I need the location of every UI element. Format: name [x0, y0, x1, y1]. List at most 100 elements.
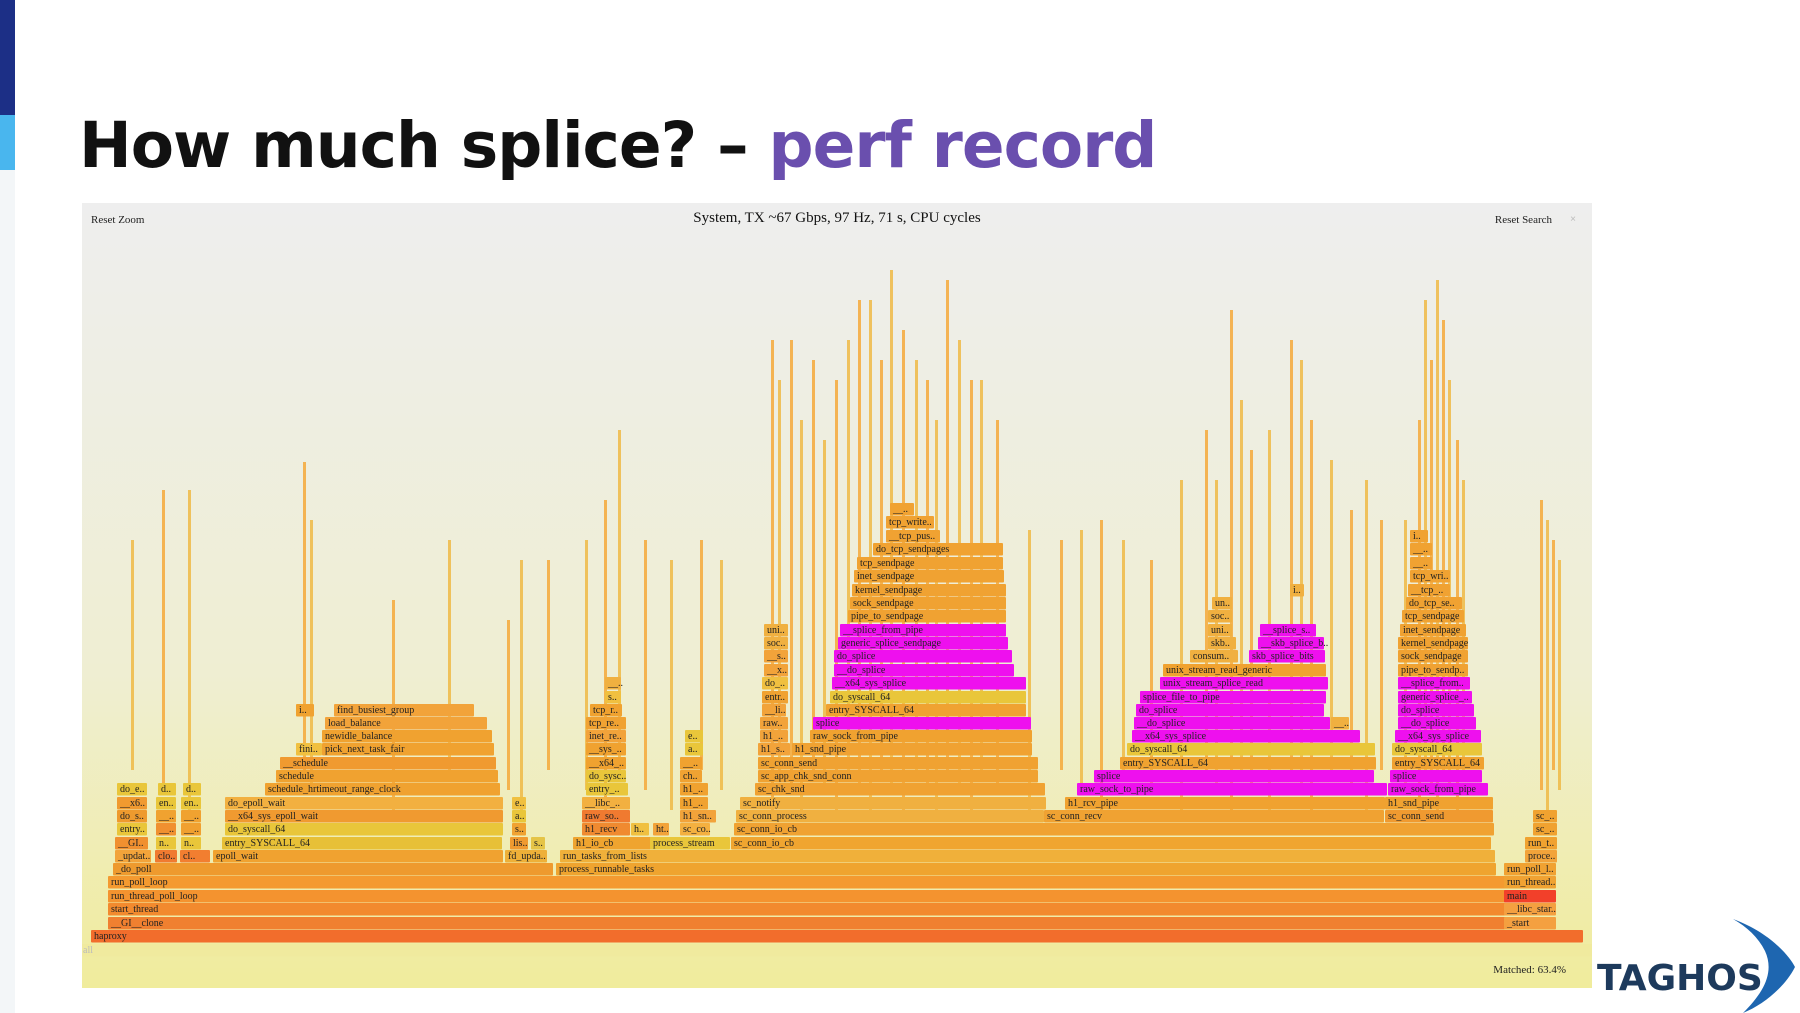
flame-frame[interactable]: raw..	[760, 717, 788, 730]
flame-frame[interactable]: n..	[181, 837, 201, 850]
flame-frame[interactable]: i..	[1290, 584, 1304, 597]
flame-frame[interactable]: sc_chk_snd	[755, 783, 1045, 796]
flame-frame[interactable]: __sys_..	[586, 743, 626, 756]
close-icon[interactable]: ×	[1570, 214, 1576, 225]
flame-frame[interactable]: sc_conn_recv	[1044, 810, 1384, 823]
flame-frame[interactable]: schedule	[276, 770, 498, 783]
flame-frame[interactable]: do_splice	[1398, 704, 1474, 717]
flame-frame[interactable]: __splice_from_pipe	[840, 624, 1006, 637]
flame-frame[interactable]: raw_sock_to_pipe	[1077, 783, 1387, 796]
flame-frame[interactable]: unix_stream_read_generic	[1163, 664, 1326, 677]
flame-frame[interactable]: entry_SYSCALL_64	[1392, 757, 1484, 770]
flame-frame[interactable]: h1_io_cb	[573, 837, 651, 850]
flame-frame[interactable]: en..	[181, 797, 201, 810]
flame-frame[interactable]: all	[82, 944, 1592, 957]
flame-frame[interactable]: kernel_sendpage	[852, 584, 1006, 597]
flame-frame[interactable]: do_syscall_64	[1127, 743, 1375, 756]
flame-frame[interactable]: do_epoll_wait	[225, 797, 503, 810]
flame-frame[interactable]: consum..	[1190, 650, 1238, 663]
flame-frame[interactable]: tcp_re..	[586, 717, 626, 730]
flame-frame[interactable]: __..	[1410, 557, 1432, 570]
flame-frame[interactable]: pick_next_task_fair	[322, 743, 494, 756]
flame-frame[interactable]: h1_s..	[758, 743, 790, 756]
flame-frame[interactable]: _do_poll	[113, 863, 553, 876]
flame-frame[interactable]: entry_SYSCALL_64	[1120, 757, 1376, 770]
flame-frame[interactable]: do_syscall_64	[225, 823, 503, 836]
flame-frame[interactable]: generic_splice_..	[1398, 691, 1472, 704]
flame-frame[interactable]: raw_sock_from_pipe	[1388, 783, 1488, 796]
flame-frame[interactable]: __GI__clone	[108, 917, 1508, 930]
flame-frame[interactable]: inet_sendpage	[1400, 624, 1466, 637]
flame-frame[interactable]: h1_sn..	[680, 810, 716, 823]
flame-frame[interactable]: __x64_sys_splice	[832, 677, 1026, 690]
flame-frame[interactable]: __x64_sys_splice	[1395, 730, 1481, 743]
flame-frame[interactable]: a..	[685, 743, 703, 756]
flame-frame[interactable]: ch..	[680, 770, 702, 783]
flame-frame[interactable]: clo..	[155, 850, 177, 863]
flame-frame[interactable]: sc_conn_io_cb	[734, 823, 1494, 836]
flame-frame[interactable]: do_s..	[117, 810, 147, 823]
flame-frame[interactable]: kernel_sendpage	[1398, 637, 1469, 650]
flame-frame[interactable]: run_poll_l..	[1504, 863, 1556, 876]
flame-frame[interactable]: sc_co..	[680, 823, 711, 836]
flame-frame[interactable]: sc_notify	[740, 797, 1046, 810]
flame-frame[interactable]: skb_splice_bits	[1249, 650, 1325, 663]
flame-frame[interactable]: __..	[1331, 717, 1349, 730]
flame-frame[interactable]: proce..	[1525, 850, 1557, 863]
flame-frame[interactable]: main	[1504, 890, 1556, 903]
flame-frame[interactable]: uni..	[1208, 624, 1232, 637]
flame-frame[interactable]: do_e..	[117, 783, 147, 796]
flame-frame[interactable]: __do_splice	[834, 664, 1014, 677]
flame-frame[interactable]: h1_..	[760, 730, 788, 743]
flame-frame[interactable]: __schedule	[280, 757, 496, 770]
flame-frame[interactable]: run_tasks_from_lists	[560, 850, 1495, 863]
flame-frame[interactable]: __tcp_..	[1408, 584, 1450, 597]
flame-frame[interactable]: __libc_star..	[1504, 903, 1556, 916]
flame-frame[interactable]: run_t..	[1525, 837, 1557, 850]
flame-frame[interactable]: __..	[181, 823, 201, 836]
flame-frame[interactable]: inet_re..	[586, 730, 626, 743]
flame-frame[interactable]: s..	[531, 837, 545, 850]
flame-frame[interactable]: epoll_wait	[213, 850, 503, 863]
flame-frame[interactable]: __x..	[764, 664, 788, 677]
flame-frame[interactable]: do_syscall_64	[1392, 743, 1482, 756]
flame-frame[interactable]: haproxy	[91, 930, 1583, 943]
flame-frame[interactable]: h..	[631, 823, 649, 836]
flame-frame[interactable]: __..	[890, 503, 914, 516]
flame-frame[interactable]: entry..	[117, 823, 147, 836]
flame-frame[interactable]: start_thread	[108, 903, 1508, 916]
flame-frame[interactable]: run_poll_loop	[108, 876, 1508, 889]
flame-frame[interactable]: tcp_r..	[590, 704, 622, 717]
flame-frame[interactable]: entr..	[762, 691, 788, 704]
flame-frame[interactable]: s..	[512, 823, 526, 836]
flame-frame[interactable]: tcp_wri..	[1410, 570, 1450, 583]
flame-frame[interactable]: __skb_splice_b..	[1258, 637, 1328, 650]
flame-frame[interactable]: splice	[813, 717, 1031, 730]
flame-frame[interactable]: sc_conn_send	[758, 757, 1038, 770]
flame-frame[interactable]: lis..	[510, 837, 528, 850]
flame-frame[interactable]: h1_snd_pipe	[792, 743, 1032, 756]
flame-frame[interactable]: h1_rcv_pipe	[1065, 797, 1385, 810]
flame-frame[interactable]: __..	[1410, 543, 1432, 556]
flame-frame[interactable]: skb..	[1208, 637, 1236, 650]
flame-frame[interactable]: generic_splice_sendpage	[838, 637, 1008, 650]
flame-frame[interactable]: h1_..	[680, 783, 708, 796]
flame-frame[interactable]: process_runnable_tasks	[556, 863, 1496, 876]
flame-frame[interactable]: do_splice	[834, 650, 1012, 663]
flame-frame[interactable]: do_tcp_sendpages	[873, 543, 1003, 556]
flame-frame[interactable]: soc..	[1208, 610, 1232, 623]
flame-frame[interactable]: tcp_sendpage	[857, 557, 1003, 570]
flame-frame[interactable]: h1_recv	[582, 823, 630, 836]
flame-frame[interactable]: splice	[1094, 770, 1374, 783]
flame-frame[interactable]: unix_stream_splice_read	[1160, 677, 1328, 690]
flame-frame[interactable]: __li..	[762, 704, 786, 717]
flame-frame[interactable]: __..	[181, 810, 201, 823]
flame-frame[interactable]: i..	[1410, 530, 1428, 543]
flame-frame[interactable]: pipe_to_sendp..	[1398, 664, 1468, 677]
flame-frame[interactable]: n..	[156, 837, 176, 850]
flame-frame[interactable]: splice	[1390, 770, 1482, 783]
flame-frame[interactable]: __..	[156, 810, 176, 823]
flame-frame[interactable]: h1_..	[680, 797, 708, 810]
flame-frame[interactable]: un..	[1212, 597, 1232, 610]
flame-frame[interactable]: d..	[158, 783, 176, 796]
